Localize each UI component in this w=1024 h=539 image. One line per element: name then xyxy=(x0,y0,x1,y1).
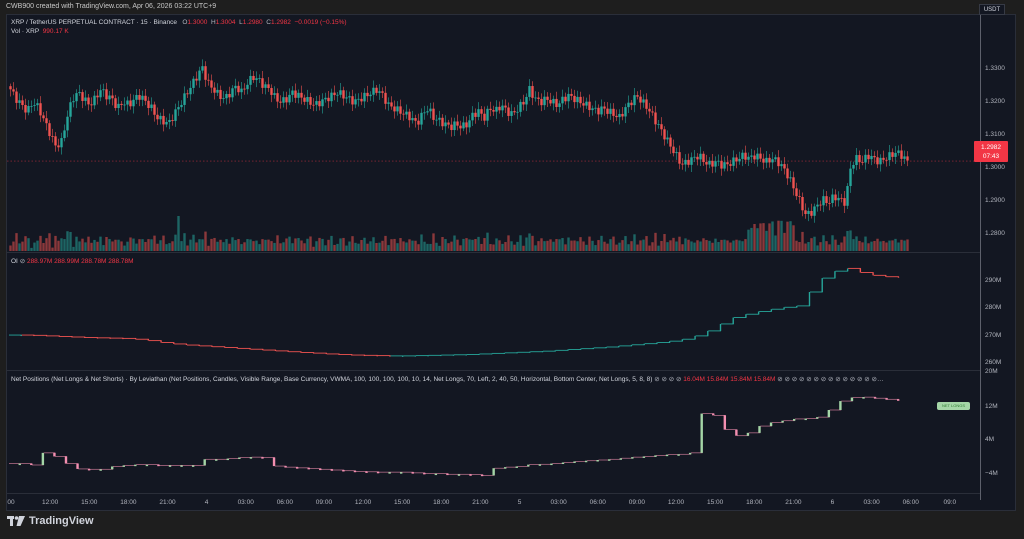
bar-countdown: 07:43 xyxy=(982,153,1000,160)
time-tick: 18:00 xyxy=(433,499,450,506)
eye-off-icons: ⊘ ⊘ ⊘ ⊘ xyxy=(654,376,682,383)
time-tick: 15:00 xyxy=(394,499,411,506)
oi-legend: OI ⊘ 288.97M 288.99M 288.78M 288.78M xyxy=(11,258,134,265)
high-value: 1.3004 xyxy=(215,19,236,26)
time-tick: 06:00 xyxy=(902,499,919,506)
change-value: −0.0019 (−0.15%) xyxy=(294,19,347,26)
net-positions-legend: Net Positions (Net Longs & Net Shorts) ·… xyxy=(11,376,884,383)
price-axis[interactable]: 1.3300 1.3200 1.3100 1.3000 1.2900 1.280… xyxy=(980,15,1017,500)
symbol-title[interactable]: XRP / TetherUS PERPETUAL CONTRACT · 15 ·… xyxy=(11,19,177,26)
open-value: 1.3000 xyxy=(187,19,208,26)
time-axis[interactable]: 00 12:00 15:00 18:00 21:00 4 03:00 06:00 09:00 12… xyxy=(7,493,980,511)
net-positions-title[interactable]: Net Positions (Net Longs & Net Shorts) ·… xyxy=(11,376,653,383)
eye-off-icons: ⊘ ⊘ ⊘ ⊘ ⊘ ⊘ ⊘ ⊘ ⊘ ⊘ ⊘ ⊘ ⊘ ⊘… xyxy=(777,376,884,383)
oi-label[interactable]: OI xyxy=(11,258,18,265)
eye-off-icon[interactable]: ⊘ xyxy=(19,258,26,265)
time-tick: 03:00 xyxy=(863,499,880,506)
symbol-legend: XRP / TetherUS PERPETUAL CONTRACT · 15 ·… xyxy=(11,19,347,26)
time-tick: 12:00 xyxy=(41,499,59,506)
low-value: 1.2980 xyxy=(242,19,263,26)
time-tick: 09:0 xyxy=(943,499,957,506)
last-price-tag: 1.2982 07:43 xyxy=(974,141,1008,162)
time-tick: 03:00 xyxy=(550,499,567,506)
time-tick: 18:00 xyxy=(746,499,763,506)
time-tick: 15:00 xyxy=(81,499,98,506)
time-tick: 06:00 xyxy=(276,499,293,506)
time-tick: 12:00 xyxy=(354,499,372,506)
time-tick: 21:00 xyxy=(159,499,176,506)
volume-legend: Vol · XRP 990.17 K xyxy=(11,28,69,35)
time-tick: 09:00 xyxy=(628,499,646,506)
time-tick: 03:00 xyxy=(237,499,254,506)
time-tick: 5 xyxy=(517,499,522,506)
brand-name: TradingView xyxy=(29,515,94,527)
candlestick-chart[interactable] xyxy=(7,15,980,253)
tradingview-logo-icon xyxy=(7,516,25,526)
close-value: 1.2982 xyxy=(271,19,291,26)
chart-area[interactable]: XRP / TetherUS PERPETUAL CONTRACT · 15 ·… xyxy=(6,14,1016,511)
net-longs-badge: NET LONGS xyxy=(937,402,970,410)
open-interest-pane[interactable]: OI ⊘ 288.97M 288.99M 288.78M 288.78M xyxy=(7,253,980,371)
volume-value: 990.17 K xyxy=(42,28,69,35)
time-tick: 21:00 xyxy=(472,499,489,506)
time-tick: 4 xyxy=(204,499,209,506)
time-tick: 00 xyxy=(7,499,15,506)
created-by-caption: CWB900 created with TradingView.com, Apr… xyxy=(6,3,217,10)
time-tick: 09:00 xyxy=(315,499,333,506)
tradingview-logo: TradingView xyxy=(7,515,94,527)
net-positions-pane[interactable]: Net Positions (Net Longs & Net Shorts) ·… xyxy=(7,371,980,493)
open-interest-chart[interactable] xyxy=(7,253,980,371)
time-tick: 12:00 xyxy=(667,499,685,506)
time-tick: 06:00 xyxy=(589,499,606,506)
price-pane[interactable]: XRP / TetherUS PERPETUAL CONTRACT · 15 ·… xyxy=(7,15,980,253)
net-positions-chart[interactable] xyxy=(7,371,980,493)
time-tick: 21:00 xyxy=(785,499,802,506)
time-tick: 18:00 xyxy=(120,499,137,506)
currency-button[interactable]: USDT xyxy=(979,4,1005,15)
volume-label[interactable]: Vol · XRP xyxy=(11,28,40,35)
time-tick: 15:00 xyxy=(706,499,724,506)
time-tick: 6 xyxy=(830,499,835,506)
